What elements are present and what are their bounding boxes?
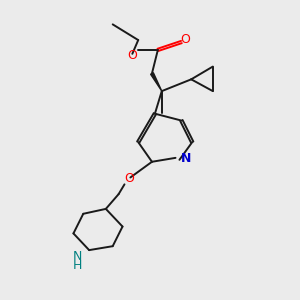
Text: N: N [181,152,191,165]
Text: O: O [180,33,190,46]
Polygon shape [151,73,162,91]
Text: O: O [124,172,134,185]
Text: H: H [73,259,82,272]
Text: O: O [128,49,137,62]
Text: N: N [73,250,82,262]
